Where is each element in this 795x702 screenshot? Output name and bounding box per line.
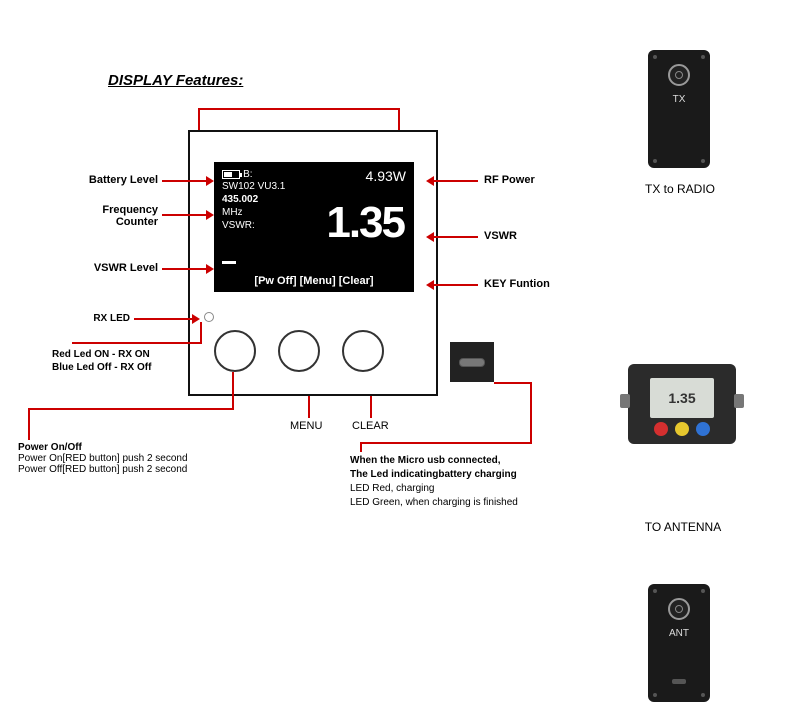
- page-title: DISPLAY Features:: [108, 72, 243, 89]
- meter-module: 1.35: [628, 364, 736, 444]
- leader-line: [494, 382, 532, 384]
- usb-port-image: [450, 342, 494, 382]
- freq-counter-label: Frequency Counter: [38, 204, 158, 228]
- clear-label: CLEAR: [352, 420, 389, 432]
- rx-note-1: Red Led ON - RX ON: [52, 348, 151, 361]
- ant-label: ANT: [648, 628, 710, 639]
- vswr-callout-label: VSWR: [484, 230, 517, 242]
- leader-line: [72, 342, 202, 344]
- leader-line: [198, 108, 398, 110]
- power-note-title: Power On/Off: [18, 442, 188, 453]
- meter-screen: 1.35: [650, 378, 714, 418]
- battery-level-label: Battery Level: [38, 174, 158, 186]
- arrow-battery: [162, 180, 206, 182]
- power-note: Power On/Off Power On[RED button] push 2…: [18, 442, 188, 475]
- arrow-rx-led: [134, 318, 192, 320]
- usb-note-1: When the Micro usb connected,: [350, 454, 518, 468]
- rf-power-label: RF Power: [484, 174, 535, 186]
- meter-yellow-button: [675, 422, 689, 436]
- ant-caption: TO ANTENNA: [618, 520, 748, 534]
- ant-module: ANT: [648, 584, 710, 702]
- arrow-rf-power: [434, 180, 478, 182]
- leader-line: [530, 382, 532, 442]
- leader-line: [198, 108, 200, 130]
- leader-line: [360, 442, 362, 452]
- vswr-level-label: VSWR Level: [38, 262, 158, 274]
- leader-line: [370, 396, 372, 418]
- arrow-vswr-level: [162, 268, 206, 270]
- tx-label: TX: [648, 94, 710, 105]
- lcd-footer: [Pw Off] [Menu] [Clear]: [214, 275, 414, 287]
- key-function-label: KEY Funtion: [484, 278, 550, 290]
- lcd-panel: B: 4.93W SW102 VU3.1 435.002 MHz VSWR: 1…: [214, 162, 414, 292]
- leader-line: [200, 322, 202, 342]
- leader-line: [360, 442, 532, 444]
- device-frame: B: 4.93W SW102 VU3.1 435.002 MHz VSWR: 1…: [188, 130, 438, 396]
- power-note-1: Power On[RED button] push 2 second: [18, 453, 188, 464]
- menu-label: MENU: [290, 420, 322, 432]
- menu-button[interactable]: [278, 330, 320, 372]
- rx-note-2: Blue Led Off - RX Off: [52, 361, 151, 374]
- arrow-vswr: [434, 236, 478, 238]
- meter-red-button: [654, 422, 668, 436]
- leader-line: [28, 408, 30, 440]
- meter-blue-button: [696, 422, 710, 436]
- vswr-bar: [222, 261, 236, 264]
- tx-module: TX: [648, 50, 710, 168]
- leader-line: [232, 372, 234, 410]
- tx-caption: TX to RADIO: [618, 182, 742, 196]
- rf-power-value: 4.93W: [366, 168, 406, 184]
- usb-note-3: LED Red, charging: [350, 482, 518, 496]
- rx-led-note: Red Led ON - RX ON Blue Led Off - RX Off: [52, 348, 151, 374]
- leader-line: [28, 408, 234, 410]
- clear-button[interactable]: [342, 330, 384, 372]
- leader-line: [398, 108, 400, 130]
- power-note-2: Power Off[RED button] push 2 second: [18, 464, 188, 475]
- ant-connector-icon: [668, 598, 690, 620]
- ant-usb-icon: [672, 679, 686, 684]
- usb-slot-icon: [459, 358, 485, 367]
- usb-note-4: LED Green, when charging is finished: [350, 496, 518, 510]
- vswr-value: 1.35: [326, 198, 404, 248]
- power-button[interactable]: [214, 330, 256, 372]
- tx-connector-icon: [668, 64, 690, 86]
- usb-note-2: The Led indicatingbattery charging: [350, 468, 518, 482]
- usb-note: When the Micro usb connected, The Led in…: [350, 454, 518, 510]
- leader-line: [308, 396, 310, 418]
- rx-led-label: RX LED: [70, 313, 130, 324]
- arrow-freq: [162, 214, 206, 216]
- arrow-key-fn: [434, 284, 478, 286]
- battery-icon: [222, 170, 240, 179]
- battery-voltage-label: B:: [243, 169, 252, 180]
- rx-led: [204, 312, 214, 322]
